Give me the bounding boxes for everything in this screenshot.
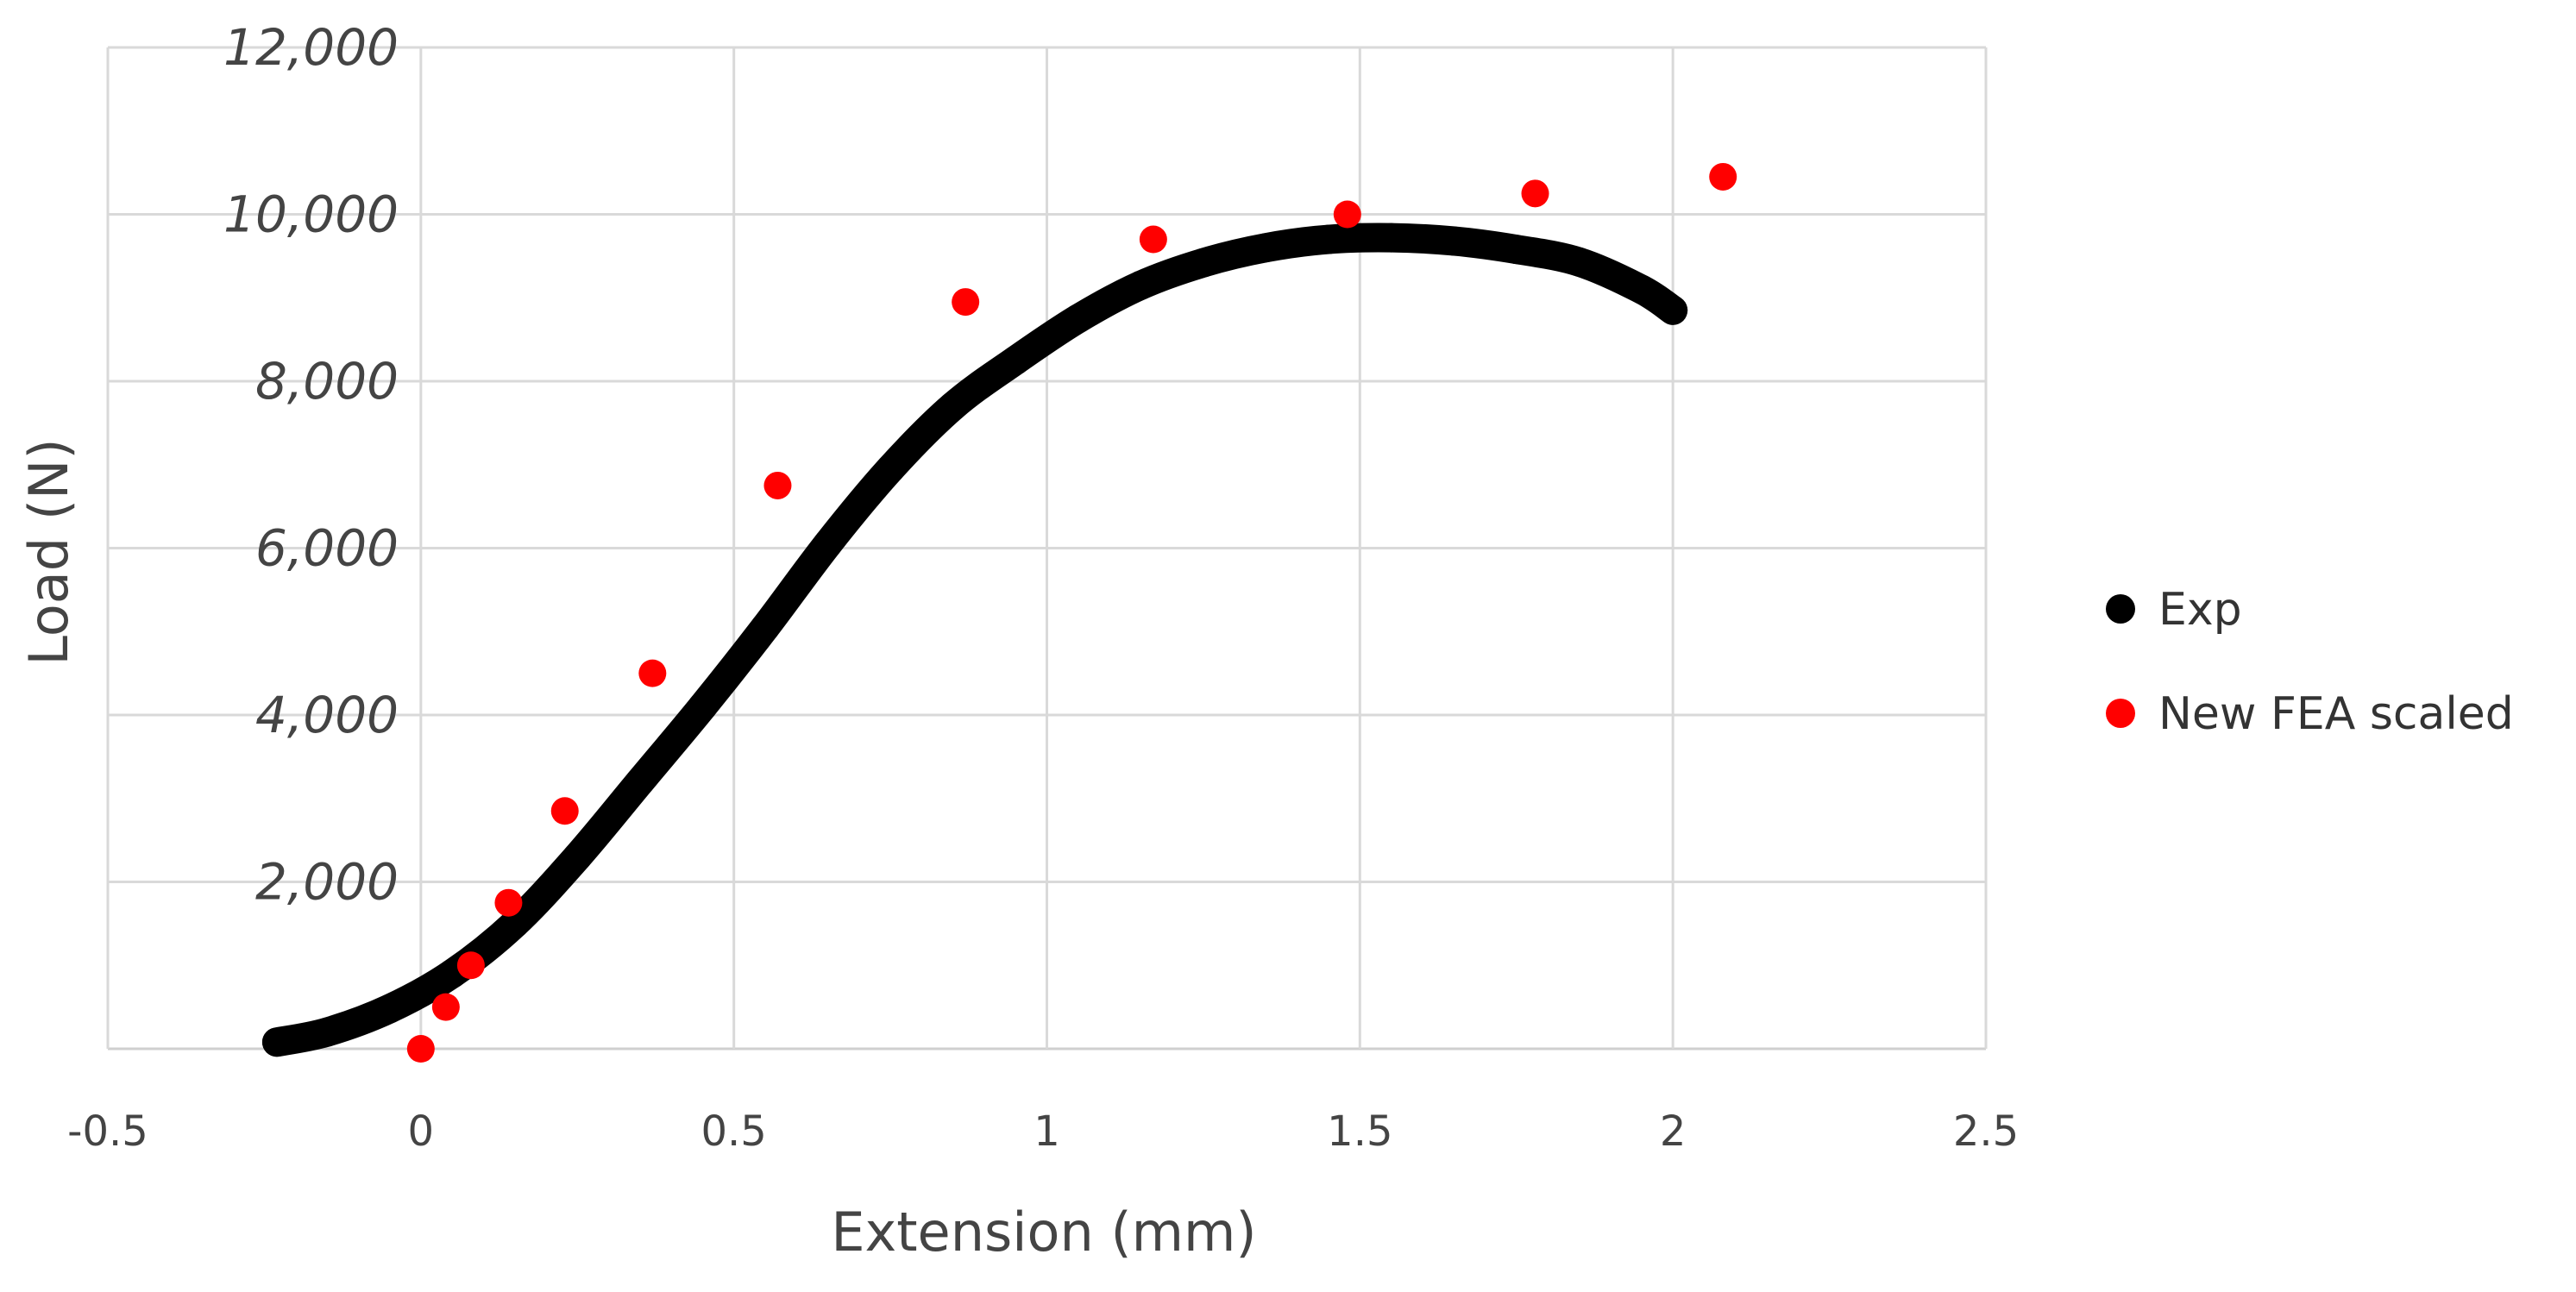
exp-data-point [1376,223,1406,253]
x-tick-label: 0 [408,1107,435,1156]
x-tick-label: 2.5 [1953,1107,2019,1156]
exp-data-point [876,454,906,484]
x-tick-labels: -0.5 0 0.5 1 1.5 2 2.5 [67,1107,2019,1156]
y-tick-label: 12,000 [223,18,399,77]
plot-area [261,162,1737,1063]
fea-data-point [494,888,523,917]
legend-item-new-fea-scaled[interactable]: New FEA scaled [2106,688,2514,740]
exp-data-point [813,529,843,559]
exp-data-point [261,1027,292,1057]
y-tick-label: 2,000 [255,853,399,912]
exp-data-point [1501,235,1531,265]
fea-data-point [1333,200,1361,229]
exp-data-point [1439,226,1469,256]
series-line-exp [261,223,1688,1057]
exp-data-point [1001,345,1031,375]
exp-data-point [688,692,718,722]
exp-data-point [1063,304,1093,334]
fea-data-point [431,993,460,1021]
fea-data-point [638,659,667,687]
fea-data-point [1709,162,1737,191]
exp-data-point [1126,270,1156,300]
y-axis-title: Load (N) [17,438,80,665]
legend-marker-exp [2106,594,2135,624]
exp-data-point [311,1017,342,1047]
y-tick-label: 10,000 [223,185,399,244]
x-tick-label: 0.5 [701,1107,766,1156]
fea-data-point [1521,179,1549,208]
fea-data-point [406,1035,435,1063]
exp-data-point [1251,233,1281,263]
exp-data-point [562,842,593,872]
y-tick-label: 6,000 [255,519,399,578]
legend-label-exp: Exp [2158,584,2242,636]
x-tick-label: 1.5 [1327,1107,1392,1156]
fea-data-point [1139,225,1167,254]
x-tick-label: -0.5 [67,1107,148,1156]
exp-data-point [1658,295,1688,325]
y-tick-labels: 2,000 4,000 6,000 8,000 10,000 12,000 [223,18,399,912]
exp-data-point [374,994,405,1024]
x-tick-label: 2 [1660,1107,1687,1156]
x-axis-title: Extension (mm) [831,1201,1256,1264]
y-tick-label: 4,000 [255,686,399,744]
legend: Exp New FEA scaled [2106,584,2514,740]
legend-marker-new-fea-scaled [2106,699,2135,728]
exp-data-point [1564,247,1594,277]
fea-data-point [952,288,980,317]
exp-data-point [750,612,780,643]
legend-item-exp[interactable]: Exp [2106,584,2242,636]
exp-data-point [1314,224,1344,254]
legend-label-new-fea-scaled: New FEA scaled [2158,688,2514,740]
x-tick-label: 1 [1034,1107,1060,1156]
exp-data-point [1188,248,1218,278]
exp-data-point [1626,274,1656,304]
fea-data-point [763,471,792,499]
fea-data-point [550,797,579,825]
y-tick-label: 8,000 [255,352,399,411]
exp-data-point [938,392,968,422]
fea-data-point [456,951,485,980]
exp-data-point [625,767,655,797]
